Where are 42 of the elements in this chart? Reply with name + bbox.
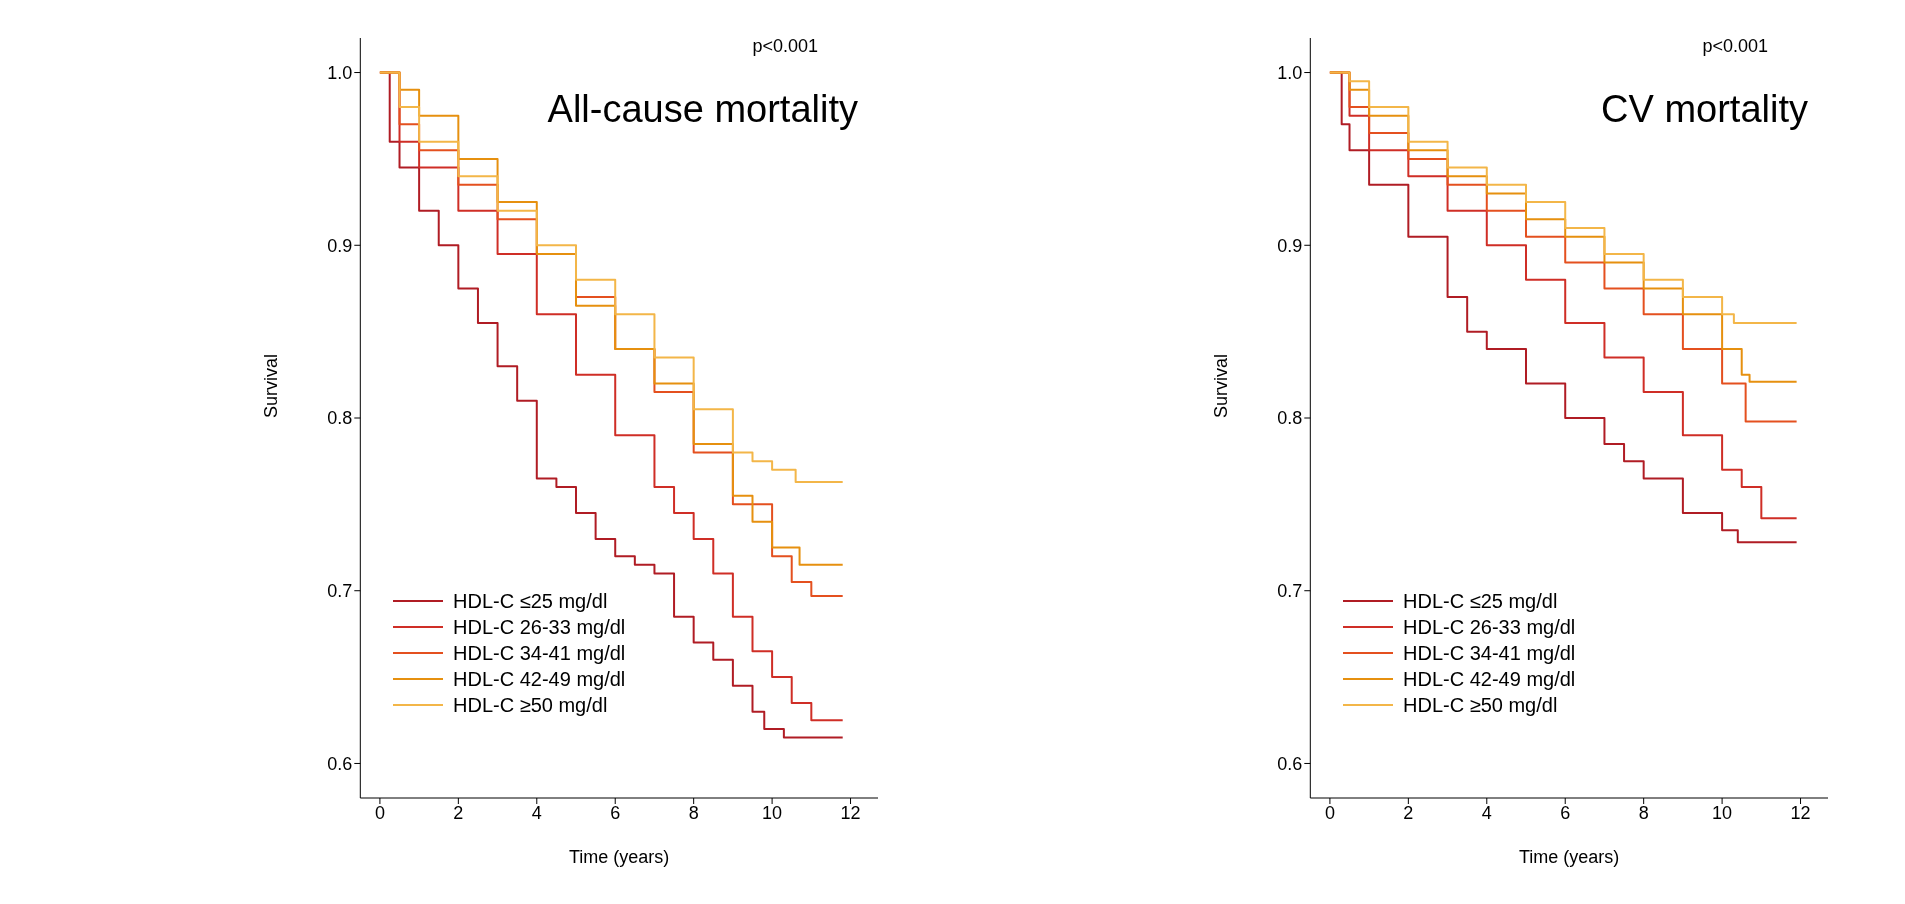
y-tick-label: 1.0 — [1277, 62, 1303, 83]
x-tick-label: 4 — [1481, 802, 1492, 823]
legend-label: HDL-C 34-41 mg/dl — [453, 642, 626, 664]
x-tick-label: 4 — [531, 802, 542, 823]
x-tick-label: 0 — [374, 802, 385, 823]
x-tick-label: 12 — [1790, 802, 1811, 823]
y-tick-label: 0.7 — [1277, 581, 1303, 602]
legend-label: HDL-C 42-49 mg/dl — [1403, 668, 1576, 690]
legend-label: HDL-C ≥50 mg/dl — [453, 694, 608, 716]
legend-label: HDL-C 26-33 mg/dl — [1403, 616, 1576, 638]
legend-label: HDL-C ≥50 mg/dl — [1403, 694, 1558, 716]
legend-label: HDL-C 26-33 mg/dl — [453, 616, 626, 638]
y-axis-title: Survival — [1210, 353, 1231, 418]
legend-label: HDL-C 34-41 mg/dl — [1403, 642, 1576, 664]
y-tick-label: 0.8 — [327, 408, 353, 429]
x-tick-label: 2 — [453, 802, 464, 823]
y-tick-label: 0.7 — [327, 581, 353, 602]
x-tick-label: 8 — [688, 802, 699, 823]
x-tick-label: 6 — [610, 802, 621, 823]
y-axis-title: Survival — [260, 353, 281, 418]
text: CV mortality — [1601, 88, 1808, 131]
x-axis-title: Time (years) — [568, 847, 670, 867]
y-tick-label: 0.6 — [327, 753, 353, 774]
y-tick-label: 0.9 — [1277, 235, 1303, 256]
x-tick-label: 0 — [1324, 802, 1335, 823]
y-tick-label: 1.0 — [327, 62, 353, 83]
legend-label: HDL-C ≤25 mg/dl — [1403, 590, 1558, 612]
x-tick-label: 10 — [762, 802, 783, 823]
annotation: p<0.001 — [1702, 36, 1768, 57]
legend-label: HDL-C ≤25 mg/dl — [453, 590, 608, 612]
x-axis-title: Time (years) — [1518, 847, 1620, 867]
y-tick-label: 0.9 — [327, 235, 353, 256]
x-tick-label: 12 — [840, 802, 861, 823]
x-tick-label: 6 — [1560, 802, 1571, 823]
x-tick-label: 10 — [1712, 802, 1733, 823]
x-tick-label: 2 — [1403, 802, 1414, 823]
text: All-cause mortality — [547, 88, 858, 131]
y-tick-label: 0.8 — [1277, 408, 1303, 429]
y-tick-label: 0.6 — [1277, 753, 1303, 774]
legend-label: HDL-C 42-49 mg/dl — [453, 668, 626, 690]
annotation: p<0.001 — [752, 36, 818, 57]
x-tick-label: 8 — [1638, 802, 1649, 823]
